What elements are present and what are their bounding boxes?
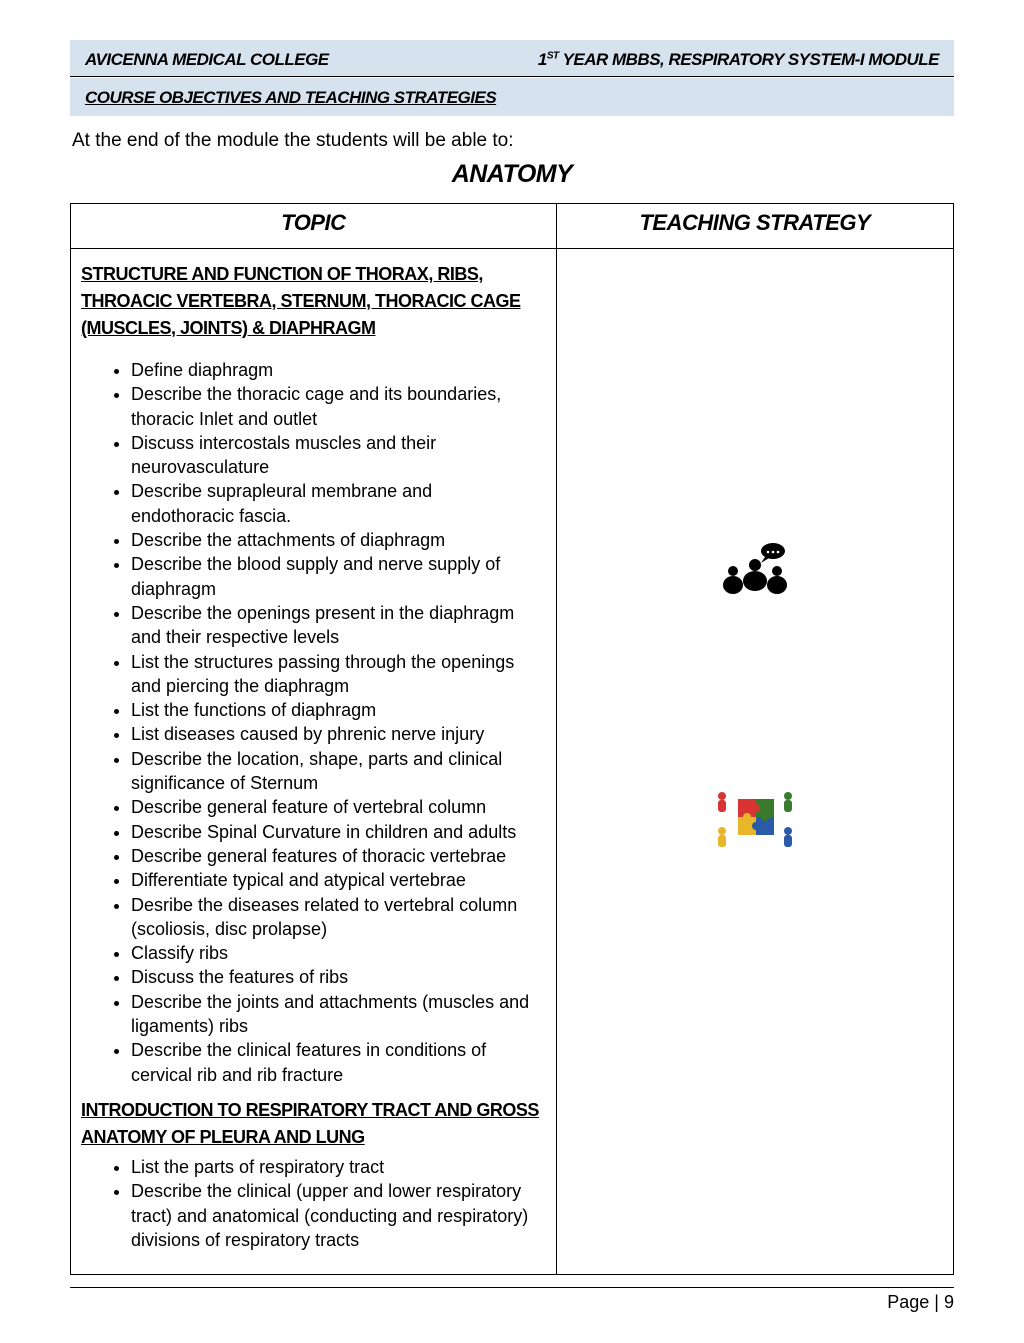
group-discussion-icon [715, 541, 795, 601]
list-item: Describe Spinal Curvature in children an… [131, 820, 546, 844]
course-table: TOPIC TEACHING STRATEGY STRUCTURE AND FU… [70, 203, 954, 1275]
list-item: Describe the clinical (upper and lower r… [131, 1179, 546, 1252]
list-item: Differentiate typical and atypical verte… [131, 868, 546, 892]
objectives-list-1: Define diaphragmDescribe the thoracic ca… [131, 358, 546, 1087]
column-header-topic: TOPIC [71, 204, 557, 249]
list-item: Describe the location, shape, parts and … [131, 747, 546, 796]
document-header: AVICENNA MEDICAL COLLEGE 1ST YEAR MBBS, … [70, 40, 954, 77]
list-item: Describe the openings present in the dia… [131, 601, 546, 650]
section-title-bar: COURSE OBJECTIVES AND TEACHING STRATEGIE… [70, 77, 954, 116]
list-item: Describe the clinical features in condit… [131, 1038, 546, 1087]
list-item: List the structures passing through the … [131, 650, 546, 699]
list-item: Discuss intercostals muscles and their n… [131, 431, 546, 480]
list-item: Describe the thoracic cage and its bound… [131, 382, 546, 431]
intro-text: At the end of the module the students wi… [70, 130, 954, 152]
objectives-list-2: List the parts of respiratory tractDescr… [131, 1155, 546, 1252]
list-item: Describe the joints and attachments (mus… [131, 990, 546, 1039]
list-item: Define diaphragm [131, 358, 546, 382]
column-header-strategy: TEACHING STRATEGY [556, 204, 953, 249]
list-item: Describe the blood supply and nerve supp… [131, 552, 546, 601]
list-item: Describe general feature of vertebral co… [131, 795, 546, 819]
list-item: List the parts of respiratory tract [131, 1155, 546, 1179]
topic-heading-2: INTRODUCTION TO RESPIRATORY TRACT AND GR… [81, 1097, 546, 1151]
topic-heading-1: STRUCTURE AND FUNCTION OF THORAX, RIBS, … [81, 261, 546, 342]
module-name: 1ST YEAR MBBS, RESPIRATORY SYSTEM-I MODU… [538, 50, 939, 70]
strategy-cell [556, 249, 953, 1275]
list-item: Describe general features of thoracic ve… [131, 844, 546, 868]
list-item: Describe suprapleural membrane and endot… [131, 479, 546, 528]
list-item: Desribe the diseases related to vertebra… [131, 893, 546, 942]
subject-title: ANATOMY [70, 160, 954, 189]
topic-cell: STRUCTURE AND FUNCTION OF THORAX, RIBS, … [71, 249, 557, 1275]
list-item: Classify ribs [131, 941, 546, 965]
list-item: List diseases caused by phrenic nerve in… [131, 722, 546, 746]
teamwork-puzzle-icon [710, 781, 800, 856]
college-name: AVICENNA MEDICAL COLLEGE [85, 50, 329, 70]
page-footer: Page | 9 [70, 1287, 954, 1313]
list-item: List the functions of diaphragm [131, 698, 546, 722]
list-item: Describe the attachments of diaphragm [131, 528, 546, 552]
section-title: COURSE OBJECTIVES AND TEACHING STRATEGIE… [85, 88, 496, 107]
list-item: Discuss the features of ribs [131, 965, 546, 989]
